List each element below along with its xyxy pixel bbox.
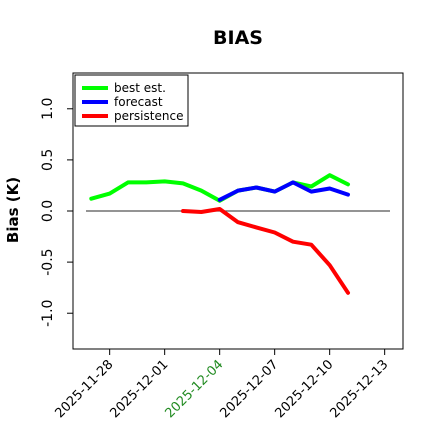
- x-axis: 2025-11-282025-12-012025-12-042025-12-07…: [52, 349, 391, 421]
- y-tick-label: -1.0: [40, 300, 56, 327]
- y-tick-label: 0.5: [40, 149, 56, 171]
- series-line-persistence: [181, 207, 350, 295]
- legend-label: forecast: [114, 95, 163, 109]
- chart-title: BIAS: [213, 27, 263, 49]
- x-tick-label: 2025-12-13: [327, 357, 391, 421]
- x-tick-label: 2025-11-28: [52, 357, 116, 421]
- legend-label: persistence: [114, 109, 183, 123]
- series-line-forecast: [217, 180, 350, 202]
- x-tick-label: 2025-12-07: [217, 357, 281, 421]
- y-tick-label: 1.0: [40, 98, 56, 120]
- x-tick-label: 2025-12-04: [162, 357, 226, 421]
- legend-label: best est.: [114, 81, 166, 95]
- x-tick-label: 2025-12-01: [107, 357, 171, 421]
- series-layer: [89, 173, 350, 295]
- series-line-best-est: [89, 173, 350, 203]
- y-axis-label: Bias (K): [4, 177, 22, 243]
- x-tick-label: 2025-12-10: [272, 357, 336, 421]
- y-axis: -1.0 -0.5 0.0 0.5 1.0: [40, 98, 73, 327]
- y-tick-label: 0.0: [40, 200, 56, 222]
- y-tick-label: -0.5: [40, 248, 56, 275]
